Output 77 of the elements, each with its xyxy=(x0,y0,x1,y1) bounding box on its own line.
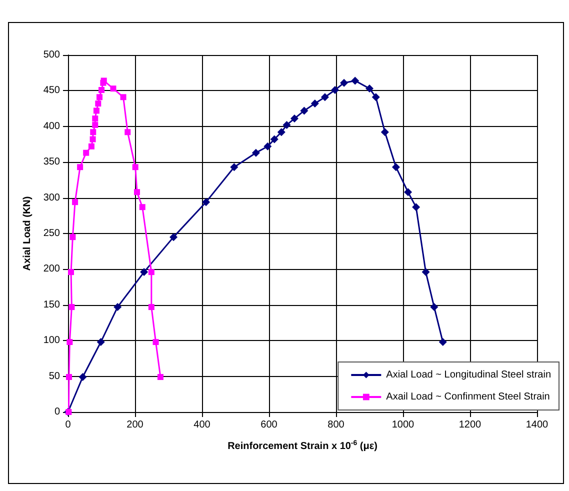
point xyxy=(139,204,146,210)
point xyxy=(70,234,76,240)
point xyxy=(412,203,420,212)
point xyxy=(132,164,138,170)
point xyxy=(202,198,210,206)
point xyxy=(96,94,102,100)
y-tick-label: 250 xyxy=(43,228,60,239)
x-tick-label: 1400 xyxy=(526,420,549,430)
x-tick-label: 1200 xyxy=(458,420,482,430)
point xyxy=(404,188,412,196)
point xyxy=(148,269,154,276)
y-tick-label: 500 xyxy=(43,50,60,60)
point xyxy=(252,148,260,157)
x-tick-label: 0 xyxy=(65,420,72,430)
point xyxy=(351,76,360,85)
point xyxy=(92,116,98,122)
point xyxy=(134,189,140,196)
point xyxy=(78,373,87,382)
point xyxy=(66,374,72,380)
y-tick-label: 400 xyxy=(43,120,60,132)
point xyxy=(230,163,238,172)
x-tick-label: 1000 xyxy=(392,420,415,430)
point xyxy=(95,100,102,107)
point xyxy=(88,143,94,150)
point xyxy=(90,129,96,136)
y-tick-label: 450 xyxy=(43,85,60,96)
point xyxy=(320,93,329,102)
y-tick-label: 50 xyxy=(48,370,60,382)
point xyxy=(93,108,100,114)
x-tick-label: 400 xyxy=(194,420,211,430)
legend-label: Axial Load ~ Longitudinal Steel strain xyxy=(386,370,552,380)
point xyxy=(148,304,154,310)
legend-label: Axail Load ~ Confinment Steel Strain xyxy=(386,392,550,402)
point xyxy=(152,339,159,346)
point xyxy=(430,303,438,312)
point xyxy=(92,122,98,128)
point xyxy=(77,164,84,170)
point xyxy=(98,86,104,93)
point xyxy=(438,338,447,346)
y-axis-title: Axial Load (KN) xyxy=(22,196,33,271)
y-tick-label: 0 xyxy=(54,406,60,418)
point xyxy=(96,338,105,346)
point xyxy=(110,86,116,92)
point xyxy=(157,374,164,380)
point xyxy=(372,93,380,102)
point xyxy=(83,150,90,156)
x-tick-label: 600 xyxy=(260,420,278,430)
point xyxy=(330,86,339,94)
point xyxy=(290,114,298,123)
y-tick-label: 100 xyxy=(43,335,60,346)
point xyxy=(114,303,122,312)
point xyxy=(422,268,430,276)
point xyxy=(270,135,278,144)
x-tick-label: 200 xyxy=(126,420,144,430)
point xyxy=(300,106,308,115)
point xyxy=(90,136,96,142)
y-tick-label: 300 xyxy=(43,192,60,204)
point xyxy=(72,199,78,206)
point xyxy=(68,304,75,310)
y-tick-label: 350 xyxy=(43,156,60,168)
point xyxy=(170,233,178,242)
point xyxy=(277,128,286,136)
y-tick-label: 150 xyxy=(43,299,60,310)
point xyxy=(380,128,389,136)
point xyxy=(282,120,291,129)
point xyxy=(366,84,374,93)
point xyxy=(140,268,148,276)
point xyxy=(264,142,272,150)
x-tick-label: 800 xyxy=(328,420,345,430)
point xyxy=(66,339,73,346)
point xyxy=(310,100,319,108)
point xyxy=(68,269,74,276)
point xyxy=(340,78,348,87)
point xyxy=(124,129,131,136)
y-tick-label: 200 xyxy=(43,264,60,275)
point xyxy=(120,94,126,100)
point xyxy=(392,163,400,172)
